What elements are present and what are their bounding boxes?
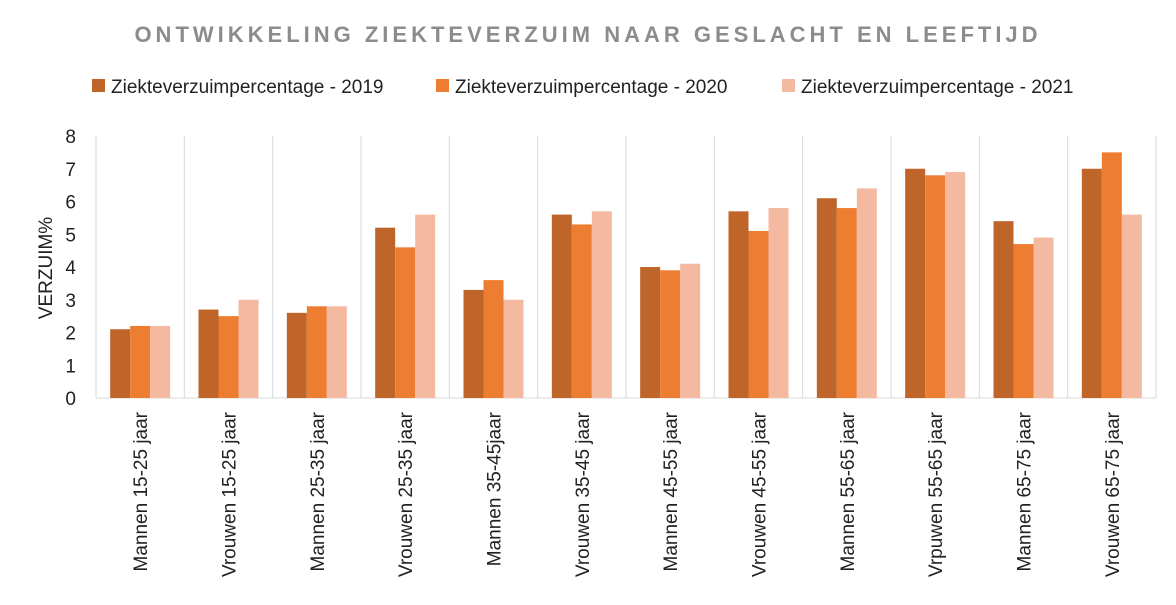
bar	[680, 263, 701, 398]
bar	[1081, 168, 1102, 398]
bar	[993, 221, 1014, 398]
bar	[816, 198, 837, 398]
x-category-label: Mannen 55-65 jaar	[838, 411, 859, 571]
bar	[591, 211, 612, 398]
legend-swatch-3	[782, 79, 795, 92]
bar	[571, 224, 592, 398]
bar	[198, 309, 219, 398]
bar	[150, 325, 171, 398]
bar	[218, 316, 239, 398]
legend-swatch-1	[92, 79, 105, 92]
bar	[660, 270, 681, 398]
bars	[110, 152, 1142, 398]
x-category-label: Vrouwen 15-25 jaar	[220, 411, 241, 577]
y-tick-label: 2	[65, 324, 76, 345]
bar	[326, 306, 347, 398]
bar	[110, 329, 131, 398]
y-tick-label: 6	[65, 193, 76, 214]
bar	[1013, 244, 1034, 398]
x-category-label: Vrpuwen 55-65 jaar	[926, 411, 947, 577]
legend-label-3: Ziekteverzuimpercentage - 2021	[801, 77, 1073, 98]
bar	[306, 306, 327, 398]
bar	[925, 175, 946, 398]
y-tick-label: 8	[65, 127, 76, 148]
x-category-label: Mannen 45-55 jaar	[661, 411, 682, 571]
y-tick-label: 5	[65, 225, 76, 246]
bar	[905, 168, 926, 398]
gridlines	[95, 136, 1157, 399]
bar	[1121, 214, 1142, 398]
bar	[395, 247, 416, 398]
bar	[856, 188, 877, 398]
y-tick-label: 4	[65, 258, 76, 279]
y-tick-label: 1	[65, 356, 76, 377]
x-axis-categories: Mannen 15-25 jaar Vrouwen 15-25 jaar Manne…	[131, 411, 1124, 577]
x-category-label: Vrouwen 35-45 jaar	[573, 411, 594, 577]
x-category-label: Mannen 25-35 jaar	[308, 411, 329, 571]
y-tick-label: 0	[65, 389, 76, 410]
bar	[286, 312, 307, 398]
legend-swatch-2	[436, 79, 449, 92]
x-category-label: Mannen 65-75 jaar	[1015, 411, 1036, 571]
legend-label-2: Ziekteverzuimpercentage - 2020	[455, 77, 727, 98]
bar	[503, 299, 524, 398]
x-category-label: Mannen 15-25 jaar	[131, 411, 152, 571]
bar	[836, 208, 857, 398]
x-category-label: Mannen 35-45jaar	[485, 411, 506, 566]
x-category-label: Vrouwen 45-55 jaar	[750, 411, 771, 577]
legend-label-1: Ziekteverzuimpercentage - 2019	[111, 77, 383, 98]
bar	[768, 208, 789, 398]
chart-title: ONTWIKKELING ZIEKTEVERZUIM NAAR GESLACHT…	[134, 22, 1041, 47]
bar	[463, 289, 484, 398]
x-category-label: Vrouwen 65-75 jaar	[1103, 411, 1124, 577]
bar	[945, 172, 966, 398]
x-category-label: Vrouwen 25-35 jaar	[396, 411, 417, 577]
bar	[748, 230, 769, 398]
bar	[483, 280, 504, 398]
bar	[375, 227, 396, 398]
bar	[1101, 152, 1122, 398]
bar	[238, 299, 259, 398]
bar	[415, 214, 436, 398]
y-tick-label: 7	[65, 160, 76, 181]
bar	[640, 267, 661, 398]
y-axis-label: VERZUIM%	[36, 217, 57, 320]
y-axis-ticks: 0 1 2 3 4 5 6 7 8	[65, 127, 76, 410]
bar	[728, 211, 749, 398]
legend: Ziekteverzuimpercentage - 2019 Ziekteverz…	[92, 77, 1073, 98]
bar	[1033, 237, 1054, 398]
bar	[551, 214, 572, 398]
y-tick-label: 3	[65, 291, 76, 312]
bar	[130, 325, 151, 398]
